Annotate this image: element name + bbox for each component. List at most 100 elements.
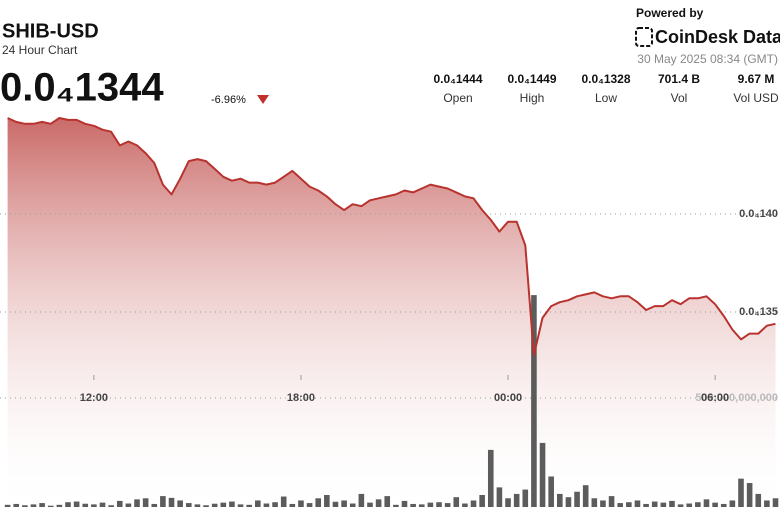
volume-bar — [99, 502, 106, 507]
volume-bar — [211, 503, 218, 507]
volume-bar — [116, 500, 123, 507]
logo-icon — [635, 27, 653, 47]
x-tick-label: 06:00 — [701, 392, 729, 404]
down-arrow — [257, 95, 269, 104]
price-line — [7, 117, 776, 357]
x-tick-label: 12:00 — [80, 392, 108, 404]
volume-bar — [591, 498, 598, 507]
timestamp: 30 May 2025 08:34 (GMT) — [637, 52, 778, 66]
stat-label: High — [520, 91, 545, 105]
change: -6.96% — [211, 94, 246, 106]
volume-bar — [453, 497, 460, 507]
volume-bar — [608, 496, 615, 507]
volume-bar — [772, 498, 779, 507]
volume-bar — [315, 498, 322, 507]
volume-bar — [65, 502, 71, 507]
volume-bar — [272, 502, 278, 507]
subtitle: 24 Hour Chart — [2, 43, 78, 57]
volume-bar — [237, 504, 244, 507]
volume-bar — [531, 295, 537, 507]
volume-bar — [22, 505, 28, 507]
volume-bar — [280, 496, 287, 507]
volume-bar — [557, 493, 563, 507]
volume-bar — [13, 503, 20, 507]
volume-bar — [626, 502, 632, 507]
volume-bar — [695, 502, 701, 507]
volume-bar — [393, 504, 399, 507]
volume-bar — [410, 503, 416, 507]
price: 0.0₄1344 — [0, 66, 164, 110]
volume-bar — [651, 501, 658, 507]
volume-bar — [142, 498, 149, 507]
volume-bar — [375, 499, 382, 507]
volume-bar — [168, 497, 175, 507]
y2-tick-label: 500,000,000,000 — [695, 392, 778, 404]
volume-bar — [746, 483, 753, 507]
volume-bar — [91, 504, 97, 507]
volume-bar — [125, 503, 132, 507]
volume-bar — [203, 505, 209, 507]
volume-bar — [600, 500, 606, 507]
volume-bar — [418, 504, 425, 507]
volume-bar — [134, 499, 140, 507]
volume-bar — [341, 500, 347, 507]
symbol: SHIB-USD — [2, 20, 99, 42]
y-tick-label: 0.0₄135 — [739, 306, 778, 318]
volume-bar — [496, 487, 503, 507]
stat-value: 701.4 B — [658, 72, 700, 86]
volume-bar — [194, 504, 201, 507]
volume-bar — [298, 500, 304, 507]
stat-value: 0.0₄1444 — [433, 72, 482, 86]
volume-bar — [505, 498, 511, 507]
volume-bar — [246, 504, 252, 507]
volume-bar — [185, 503, 192, 507]
volume-bar — [617, 503, 624, 507]
stat-label: Open — [443, 91, 472, 105]
volume-bar — [108, 505, 114, 507]
volume-bar — [582, 485, 589, 507]
stat-value: 9.67 M — [738, 72, 775, 86]
volume-bar — [56, 504, 63, 507]
volume-bar — [764, 500, 770, 507]
volume-bar — [444, 503, 451, 507]
volume-bar — [548, 476, 554, 507]
x-tick-label: 18:00 — [287, 392, 315, 404]
volume-bar — [660, 502, 667, 507]
volume-bar — [669, 500, 675, 507]
volume-bar — [229, 501, 235, 507]
volume-bar — [177, 500, 183, 507]
volume-bar — [487, 449, 494, 507]
volume-bar — [712, 502, 718, 507]
powered-by: Powered by — [636, 6, 704, 20]
volume-bar — [401, 500, 408, 507]
volume-bar — [160, 496, 166, 507]
volume-bar — [306, 503, 313, 507]
volume-bar — [729, 500, 736, 507]
volume-bar — [522, 489, 529, 507]
volume-bar — [263, 503, 270, 507]
stat-label: Vol — [671, 91, 688, 105]
price-area — [7, 118, 776, 507]
volume-bar — [479, 495, 485, 507]
volume-bar — [47, 505, 54, 507]
volume-bar — [73, 501, 80, 507]
volume-bar — [539, 442, 546, 507]
volume-bar — [755, 493, 762, 507]
volume-bar — [384, 496, 391, 507]
x-tick-label: 00:00 — [494, 392, 522, 404]
volume-bar — [686, 503, 693, 507]
stat-value: 0.0₄1449 — [507, 72, 556, 86]
volume-bar — [289, 503, 296, 507]
volume-bar — [720, 503, 727, 507]
volume-bar — [565, 497, 572, 507]
volume-bar — [324, 495, 330, 507]
volume-bar — [220, 502, 227, 507]
volume-bar — [738, 478, 744, 507]
volume-bar — [151, 503, 158, 507]
volume-bar — [462, 503, 468, 507]
brand: CoinDesk Data — [655, 27, 780, 47]
volume-bar — [367, 502, 373, 507]
volume-bar — [30, 504, 37, 507]
